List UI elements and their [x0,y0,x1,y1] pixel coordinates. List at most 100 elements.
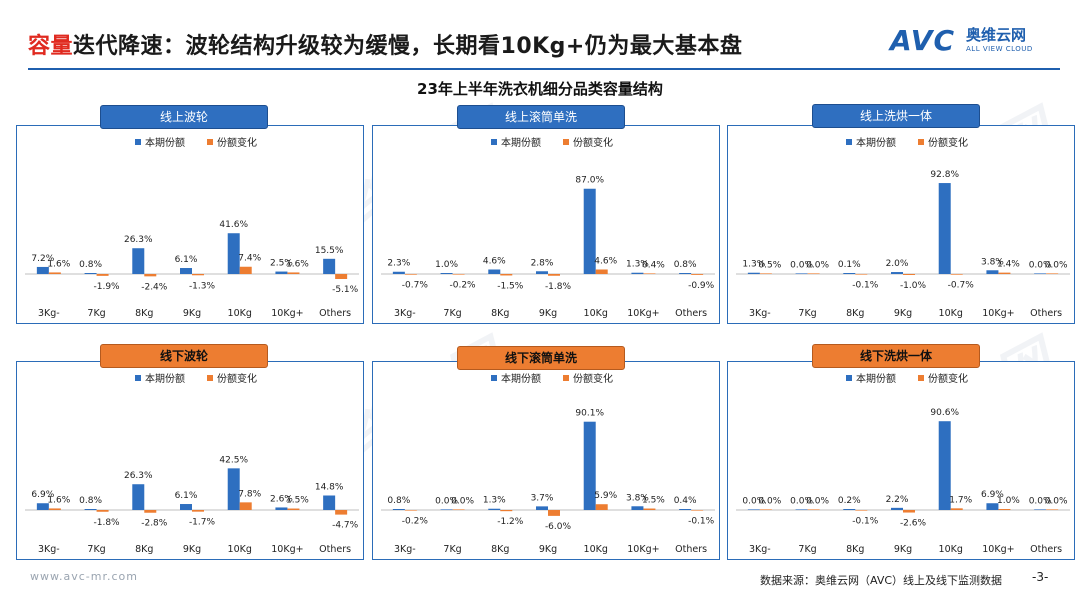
data-label-change: -4.7% [332,521,359,531]
x-tick-label: 8Kg [846,544,864,555]
data-label-share: 87.0% [575,176,604,186]
data-label-share: 3.8% [981,257,1004,267]
bar-change [595,504,608,510]
chart-panel-online-washer-dryer: 本期份额 份额变化 1.3% 0.5% 3Kg- 0.0% 0.0% 7Kg 0.1% -0.1%… [727,125,1075,324]
bar-change [452,274,465,275]
panel-title-online-drum: 线上滚筒单洗 [457,105,625,129]
logo-en-text: ALL VIEW CLOUD [966,45,1033,53]
legend-label-share: 本期份额 [856,136,896,149]
data-label-share: 0.0% [790,260,813,270]
bar-change [950,274,963,275]
bar-share [938,421,951,510]
data-label-share: 1.3% [626,260,649,270]
data-label-change: -1.7% [189,518,216,528]
x-tick-label: 3Kg- [38,308,60,319]
bar-change [643,273,656,274]
x-tick-label: 9Kg [539,544,557,555]
legend-swatch-change [918,375,924,381]
chart-panel-offline-drum: 本期份额 份额变化 0.8% -0.2% 3Kg- 0.0% 0.0% 7Kg 1.3% -1.2… [372,361,720,560]
data-label-share: 0.0% [742,496,765,506]
bar-change [48,272,61,274]
data-label-share: 6.1% [175,255,198,265]
panel-title-offline-drum: 线下滚筒单洗 [457,346,625,370]
data-source: 数据来源：奥维云网（AVC）线上及线下监测数据 [760,574,1003,587]
bar-change [144,510,157,513]
legend-swatch-change [563,375,569,381]
chart-panel-online-drum: 本期份额 份额变化 2.3% -0.7% 3Kg- 1.0% -0.2% 7Kg 4.6% -1.… [372,125,720,324]
data-label-share: 3.8% [626,493,649,503]
bar-share [488,269,501,274]
bar-share [392,271,405,274]
data-label-share: 0.2% [838,496,861,506]
legend-label-change: 份额变化 [217,372,257,385]
legend-label-change: 份额变化 [928,372,968,385]
bar-change [96,510,109,512]
bar-change [759,273,772,274]
bar-change [96,274,109,276]
bar-change [48,508,61,510]
legend-swatch-change [207,139,213,145]
data-label-change: 1.4% [997,260,1020,270]
data-label-share: 4.6% [483,256,506,266]
data-label-share: 0.0% [1029,496,1052,506]
legend-swatch-change [563,139,569,145]
bar-share [1034,273,1047,274]
data-label-share: 2.3% [387,259,410,269]
data-label-share: 2.2% [886,495,909,505]
bar-change [548,510,560,516]
x-tick-label: 3Kg- [394,544,416,555]
bar-change [855,510,868,511]
bar-change [807,273,820,274]
bar-share [631,272,644,274]
bar-share [323,495,336,510]
bar-change [691,510,704,511]
x-tick-label: Others [1030,544,1062,555]
data-label-change: 0.5% [758,260,781,270]
x-tick-label: 10Kg [228,544,252,555]
data-label-share: 2.0% [886,259,909,269]
panel-title-offline-washer-dryer: 线下洗烘一体 [812,344,980,368]
panel-title-online-washer-dryer: 线上洗烘一体 [812,104,980,128]
x-tick-label: 8Kg [846,308,864,319]
bar-share [891,272,903,274]
data-label-share: 6.9% [981,490,1004,500]
bar-share [536,271,548,274]
chart-svg: 本期份额 份额变化7.2%1.6%3Kg-0.8%-1.9%7Kg26.3%-2.… [25,136,359,319]
bar-share [227,468,240,510]
bar-change [144,274,157,277]
x-tick-label: 9Kg [183,544,201,555]
chart-panel-online-pulsator: 本期份额 份额变化 7.2% 1.6% 3Kg- 0.8% -1.9% 7Kg 26.3% -2.… [16,125,364,324]
data-label-change: -1.8% [94,518,121,528]
data-label-share: 2.6% [270,494,293,504]
data-label-change: 7.8% [238,489,261,499]
data-label-change: -0.9% [688,281,715,291]
data-label-change: -0.2% [450,281,477,291]
chart-subtitle: 23年上半年洗衣机细分品类容量结构 [417,80,663,98]
data-label-change: 1.5% [286,496,309,506]
data-label-share: 0.0% [1029,260,1052,270]
bar-share [583,421,596,510]
bar-share [986,503,999,510]
bar-share [536,506,548,510]
bar-share [84,273,97,274]
data-label-share: 26.3% [124,471,153,481]
x-tick-label: 9Kg [894,308,912,319]
bar-change [192,510,204,512]
bar-change [404,510,417,511]
chart-panel-offline-washer-dryer: 本期份额 份额变化 0.0% 0.0% 3Kg- 0.0% 0.0% 7Kg 0.2% -0.1%… [727,361,1075,560]
x-tick-label: 10Kg [939,308,963,319]
bar-share [275,271,288,274]
bar-change [452,509,465,510]
bar-change [335,510,348,515]
page-title: 容量迭代降速：波轮结构升级较为缓慢，长期看10Kg+仍为最大基本盘 [28,28,742,60]
panel-title-offline-pulsator: 线下波轮 [100,344,268,368]
data-label-change: -5.1% [332,285,359,295]
legend-label-share: 本期份额 [145,372,185,385]
legend-swatch-share [846,375,852,381]
x-tick-label: 10Kg+ [982,308,1014,319]
bar-share [84,509,97,510]
chart-svg: 本期份额 份额变化0.0%0.0%3Kg-0.0%0.0%7Kg0.2%-0.1%… [736,372,1070,555]
x-tick-label: 8Kg [491,308,509,319]
x-tick-label: 10Kg [228,308,252,319]
data-label-share: 0.1% [838,260,861,270]
